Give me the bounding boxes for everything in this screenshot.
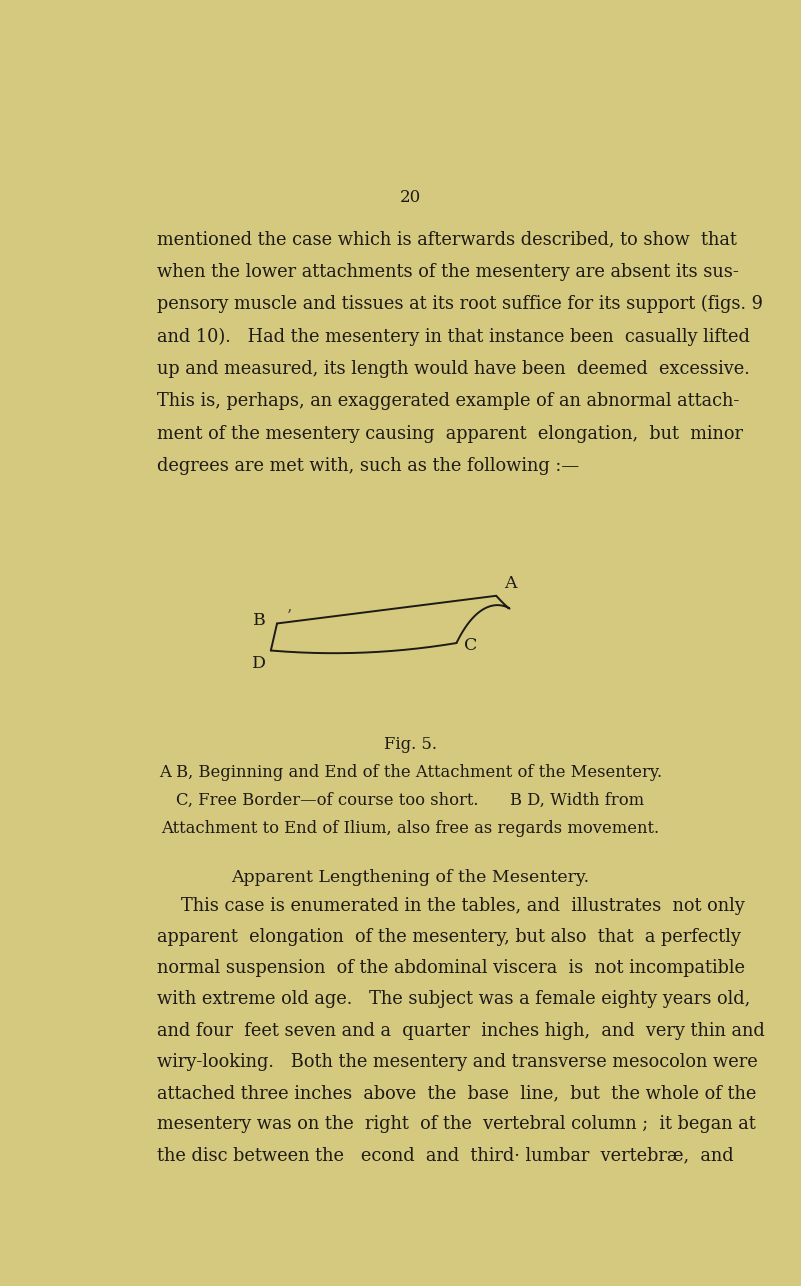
Text: attached three inches  above  the  base  line,  but  the whole of the: attached three inches above the base lin… [157,1084,757,1102]
Text: the disc between the   econd  and  third· lumbar  vertebræ,  and: the disc between the econd and third· lu… [157,1146,734,1164]
Text: pensory muscle and tissues at its root suffice for its support (figs. 9: pensory muscle and tissues at its root s… [157,294,763,314]
Text: wiry-looking.   Both the mesentery and transverse mesocolon were: wiry-looking. Both the mesentery and tra… [157,1053,758,1071]
Text: ment of the mesentery causing  apparent  elongation,  but  minor: ment of the mesentery causing apparent e… [157,424,743,442]
Text: C, Free Border—of course too short.      B D, Width from: C, Free Border—of course too short. B D,… [176,792,645,809]
Text: and four  feet seven and a  quarter  inches high,  and  very thin and: and four feet seven and a quarter inches… [157,1021,765,1039]
Text: ’: ’ [287,608,292,625]
Text: A: A [504,575,516,592]
Text: B: B [253,612,266,629]
Text: up and measured, its length would have been  deemed  excessive.: up and measured, its length would have b… [157,360,750,378]
Text: apparent  elongation  of the mesentery, but also  that  a perfectly: apparent elongation of the mesentery, bu… [157,928,741,946]
Text: mesentery was on the  right  of the  vertebral column ;  it began at: mesentery was on the right of the verteb… [157,1115,756,1133]
Text: mentioned the case which is afterwards described, to show  that: mentioned the case which is afterwards d… [157,230,737,248]
Text: normal suspension  of the abdominal viscera  is  not incompatible: normal suspension of the abdominal visce… [157,959,745,977]
Text: A B, Beginning and End of the Attachment of the Mesentery.: A B, Beginning and End of the Attachment… [159,764,662,781]
Text: C: C [464,637,477,653]
Text: Apparent Lengthening of the Mesentery.: Apparent Lengthening of the Mesentery. [231,869,590,886]
Text: Fig. 5.: Fig. 5. [384,737,437,754]
Text: Attachment to End of Ilium, also free as regards movement.: Attachment to End of Ilium, also free as… [162,819,659,837]
Text: D: D [252,656,266,673]
Text: degrees are met with, such as the following :—: degrees are met with, such as the follow… [157,458,579,476]
Text: and 10).   Had the mesentery in that instance been  casually lifted: and 10). Had the mesentery in that insta… [157,328,750,346]
Text: This is, perhaps, an exaggerated example of an abnormal attach-: This is, perhaps, an exaggerated example… [157,392,739,410]
Text: with extreme old age.   The subject was a female eighty years old,: with extreme old age. The subject was a … [157,990,751,1008]
Text: This case is enumerated in the tables, and  illustrates  not only: This case is enumerated in the tables, a… [181,896,745,914]
Text: when the lower attachments of the mesentery are absent its sus-: when the lower attachments of the mesent… [157,262,739,280]
Text: 20: 20 [400,189,421,207]
